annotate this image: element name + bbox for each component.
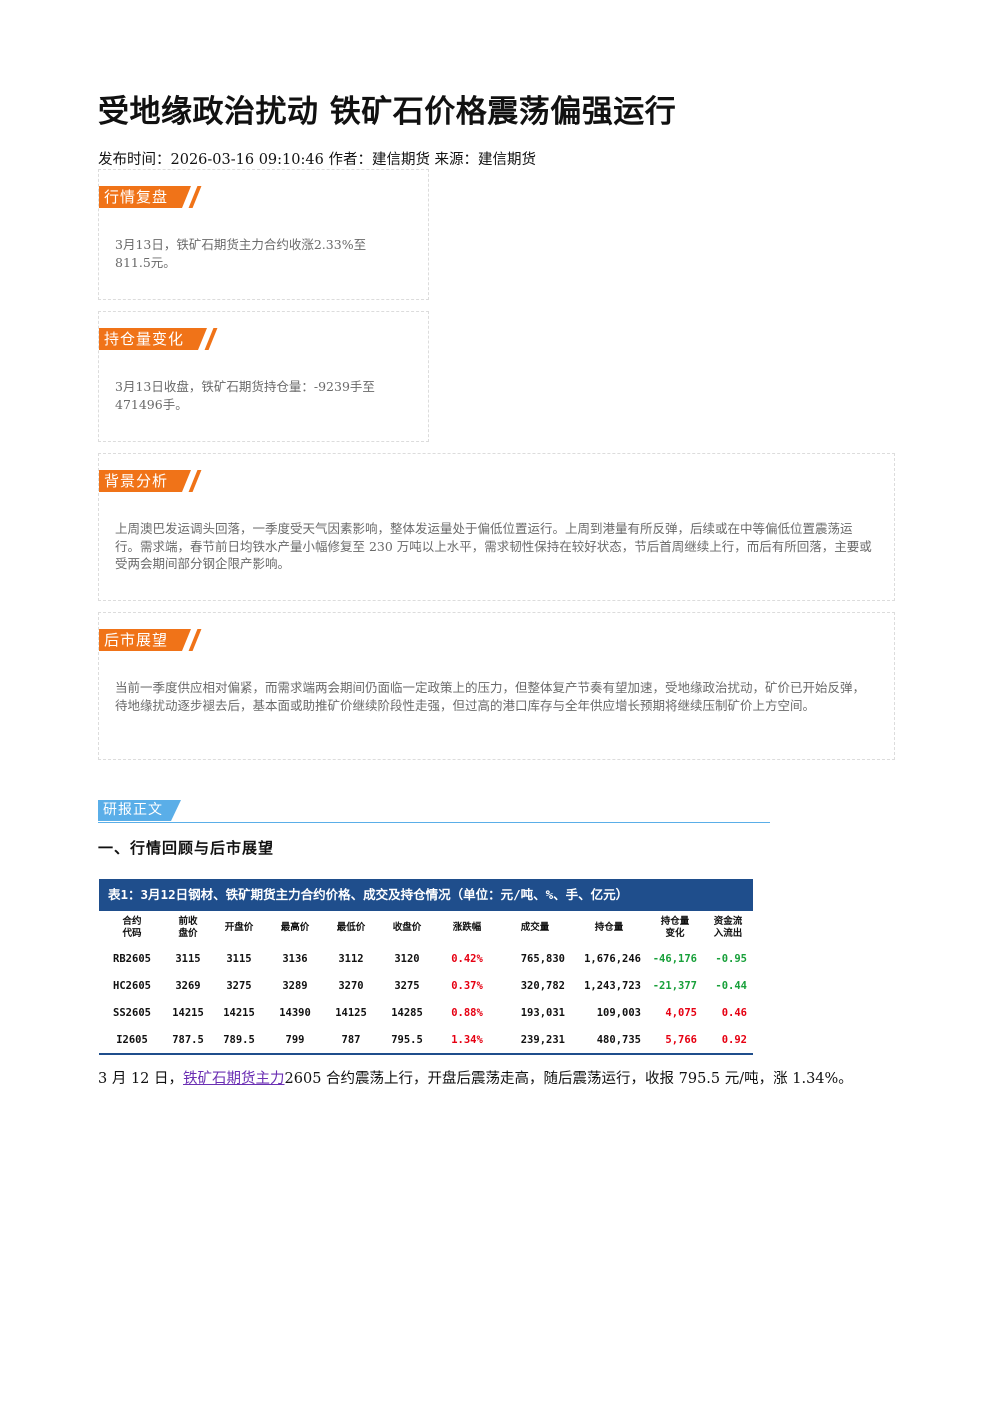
table-row: RB2605 3115 3115 3136 3112 3120 0.42% 765,830 1,… xyxy=(99,945,753,972)
table-cell: 765,830 xyxy=(520,952,565,965)
table-body: RB2605 3115 3115 3136 3112 3120 0.42% 765,830 1,… xyxy=(99,945,753,1055)
table-header-cell: 收盘价 xyxy=(392,922,422,933)
table-cell: 3289 xyxy=(282,979,308,992)
table-cell: 0.92 xyxy=(703,1026,753,1055)
table-header-row: 合约 代码 前收 盘价 开盘价 最高价 最低价 收盘价 涨跌幅 成交量 持仓量 持仓量 变化 资金流 入流出 xyxy=(99,911,753,945)
table-header-cell: 涨跌幅 xyxy=(452,922,482,933)
table-row: HC2605 3269 3275 3289 3270 3275 0.37% 320,782 1,… xyxy=(99,972,753,999)
background-tag: 背景分析 xyxy=(99,470,192,492)
report-section-header: 研报正文 xyxy=(98,800,770,823)
table-header-cell: 前收 盘价 xyxy=(178,916,198,939)
position-tag: 持仓量变化 xyxy=(99,328,208,350)
paragraph-suffix: 2605 合约震荡上行，开盘后震荡走高，随后震荡运行，收报 795.5 元/吨，… xyxy=(284,1071,853,1087)
table-row: I2605 787.5 789.5 799 787 795.5 1.34% 239,231 48… xyxy=(99,1026,753,1055)
position-text: 3月13日收盘，铁矿石期货持仓量：-9239手至471496手。 xyxy=(115,379,375,412)
background-text: 上周澳巴发运调头回落，一季度受天气因素影响，整体发运量处于偏低位置运行。上周到港… xyxy=(115,521,872,571)
table-cell: 14215 xyxy=(223,1006,255,1019)
table-cell: 789.5 xyxy=(211,1026,267,1055)
table-row: SS2605 14215 14215 14390 14125 14285 0.88% 193,… xyxy=(99,999,753,1026)
table-cell: 5,766 xyxy=(647,1026,703,1055)
table-cell: -0.95 xyxy=(715,952,747,965)
background-box: 背景分析 上周澳巴发运调头回落，一季度受天气因素影响，整体发运量处于偏低位置运行… xyxy=(98,453,895,601)
report-heading: 一、行情回顾与后市展望 xyxy=(98,839,275,857)
table-cell: 480,735 xyxy=(571,1026,647,1055)
iron-ore-futures-link[interactable]: 铁矿石期货主力 xyxy=(183,1071,285,1087)
article-meta: 发布时间：2026-03-16 09:10:46 作者：建信期货 来源：建信期货 xyxy=(98,152,537,168)
table-cell: I2605 xyxy=(99,1026,165,1055)
table-cell: 109,003 xyxy=(596,1006,641,1019)
position-box: 持仓量变化 3月13日收盘，铁矿石期货持仓量：-9239手至471496手。 xyxy=(98,311,429,442)
table-cell: 3136 xyxy=(282,952,308,965)
table-cell: 0.37% xyxy=(451,979,483,992)
outlook-tag: 后市展望 xyxy=(99,629,192,651)
paragraph-prefix: 3 月 12 日， xyxy=(98,1071,184,1087)
table-cell: 14390 xyxy=(279,1006,311,1019)
table-cell: 787.5 xyxy=(165,1026,211,1055)
table-cell: RB2605 xyxy=(113,952,151,965)
table-cell: 3120 xyxy=(394,952,420,965)
table-cell: 3275 xyxy=(226,979,252,992)
review-tag: 行情复盘 xyxy=(99,186,192,208)
table-header-cell: 持仓量 变化 xyxy=(660,916,690,939)
table-cell: 14285 xyxy=(391,1006,423,1019)
futures-table: 表1：3月12日钢材、铁矿期货主力合约价格、成交及持仓情况（单位：元/吨、%、手… xyxy=(99,879,753,1055)
table-cell: 1.34% xyxy=(435,1026,499,1055)
table-header-cell: 开盘价 xyxy=(224,922,254,933)
table-cell: 3269 xyxy=(175,979,201,992)
table-cell: 3270 xyxy=(338,979,364,992)
table-cell: 3112 xyxy=(338,952,364,965)
table-cell: 14125 xyxy=(335,1006,367,1019)
table-cell: 0.46 xyxy=(721,1006,747,1019)
table-cell: 4,075 xyxy=(665,1006,697,1019)
review-text: 3月13日，铁矿石期货主力合约收涨2.33%至811.5元。 xyxy=(115,237,367,270)
table-cell: 0.42% xyxy=(451,952,483,965)
table-cell: 787 xyxy=(323,1026,379,1055)
outlook-box: 后市展望 当前一季度供应相对偏紧，而需求端两会期间仍面临一定政策上的压力，但整体… xyxy=(98,612,895,760)
table-cell: 799 xyxy=(267,1026,323,1055)
table-cell: 1,676,246 xyxy=(584,952,641,965)
article-title: 受地缘政治扰动 铁矿石价格震荡偏强运行 xyxy=(98,94,677,130)
review-box: 行情复盘 3月13日，铁矿石期货主力合约收涨2.33%至811.5元。 xyxy=(98,169,429,300)
table-header-cell: 持仓量 xyxy=(594,922,624,933)
table-header-cell: 资金流 入流出 xyxy=(713,916,743,939)
table-cell: HC2605 xyxy=(113,979,151,992)
table-cell: 14215 xyxy=(172,1006,204,1019)
futures-data-table: 合约 代码 前收 盘价 开盘价 最高价 最低价 收盘价 涨跌幅 成交量 持仓量 持仓量 变化 资金流 入流出… xyxy=(99,911,753,1055)
table-cell: 3115 xyxy=(175,952,201,965)
table-cell: -21,377 xyxy=(652,979,697,992)
report-section-tag: 研报正文 xyxy=(98,800,181,821)
table-cell: 239,231 xyxy=(499,1026,571,1055)
table-cell: 320,782 xyxy=(520,979,565,992)
table-cell: -46,176 xyxy=(652,952,697,965)
table-cell: 3275 xyxy=(394,979,420,992)
table-cell: 1,243,723 xyxy=(584,979,641,992)
outlook-text: 当前一季度供应相对偏紧，而需求端两会期间仍面临一定政策上的压力，但整体复产节奏有… xyxy=(115,680,866,713)
table-cell: 3115 xyxy=(226,952,252,965)
table-cell: 795.5 xyxy=(379,1026,435,1055)
table-cell: -0.44 xyxy=(715,979,747,992)
summary-paragraph: 3 月 12 日，铁矿石期货主力2605 合约震荡上行，开盘后震荡走高，随后震荡… xyxy=(98,1070,858,1088)
table-header-cell: 最低价 xyxy=(336,922,366,933)
table-header-cell: 成交量 xyxy=(520,922,550,933)
table-caption: 表1：3月12日钢材、铁矿期货主力合约价格、成交及持仓情况（单位：元/吨、%、手… xyxy=(99,879,753,911)
table-cell: 193,031 xyxy=(520,1006,565,1019)
table-header-cell: 合约 代码 xyxy=(122,916,142,939)
table-cell: 0.88% xyxy=(451,1006,483,1019)
table-header-cell: 最高价 xyxy=(280,922,310,933)
table-cell: SS2605 xyxy=(113,1006,151,1019)
